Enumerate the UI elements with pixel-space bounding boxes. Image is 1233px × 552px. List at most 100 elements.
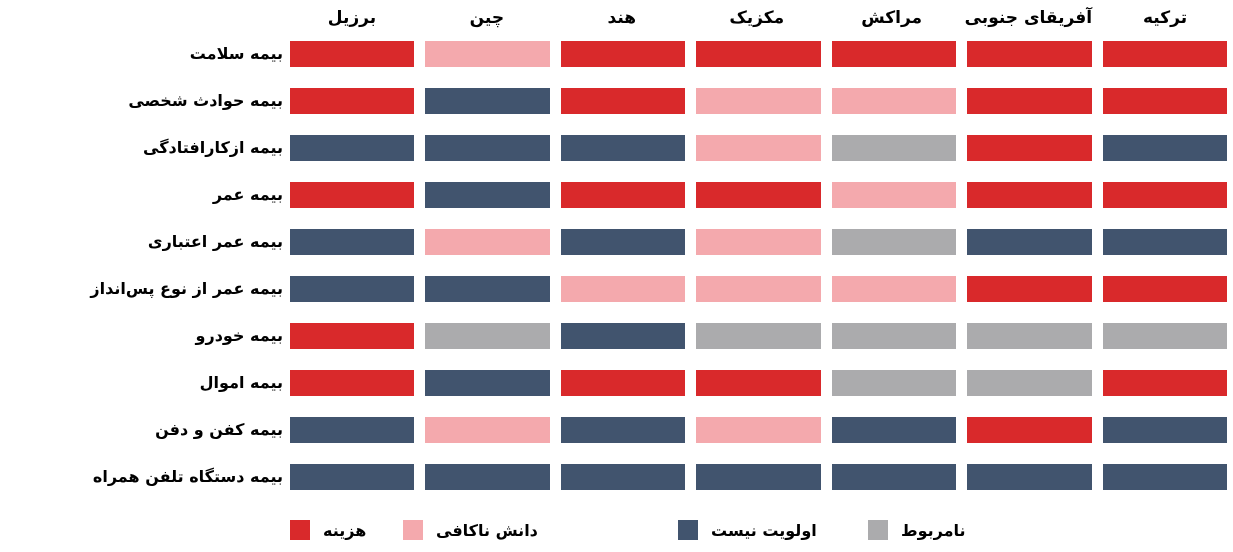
table-row: بیمه ازکارافتادگی	[0, 124, 1233, 171]
heatmap-cell	[425, 181, 550, 208]
heatmap-cell	[696, 87, 821, 114]
column-header-0: برزیل	[327, 8, 377, 28]
heatmap-cell	[560, 40, 686, 67]
row-cells	[283, 275, 1233, 302]
row-cells	[283, 416, 1233, 443]
table-row: بیمه دستگاه تلفن همراه	[0, 453, 1233, 500]
heatmap-cell	[831, 369, 957, 396]
column-header-3: مکزیک	[729, 8, 785, 28]
column-header-4: مراکش	[861, 8, 923, 28]
heatmap-cell	[967, 275, 1092, 302]
heatmap-cell	[560, 87, 686, 114]
heatmap-cell	[425, 87, 550, 114]
row-cells	[283, 369, 1233, 396]
row-label: بیمه حوادث شخصی	[128, 90, 283, 110]
heatmap-cell	[560, 463, 686, 490]
table-row: بیمه عمر از نوع پس‌انداز	[0, 265, 1233, 312]
legend: هزینه دانش ناکافی اولویت نیست نامربوط	[0, 514, 1233, 546]
heatmap-cell	[967, 369, 1092, 396]
heatmap-cell	[560, 416, 686, 443]
row-cells	[283, 134, 1233, 161]
heatmap-cell	[425, 369, 550, 396]
legend-item-1: دانش ناکافی	[403, 518, 538, 542]
heatmap-cell	[967, 416, 1092, 443]
heatmap-cell	[290, 228, 415, 255]
heatmap-cell	[560, 181, 686, 208]
heatmap-cell	[290, 463, 415, 490]
heatmap-cell	[290, 275, 415, 302]
row-cells	[283, 228, 1233, 255]
row-label: بیمه دستگاه تلفن همراه	[92, 466, 283, 486]
heatmap-cell	[967, 181, 1092, 208]
legend-item-3: نامربوط	[868, 518, 966, 542]
heatmap-cell	[560, 275, 686, 302]
heatmap-cell	[967, 134, 1092, 161]
heatmap-cell	[290, 40, 415, 67]
heatmap-cell	[290, 87, 415, 114]
heatmap-cell	[831, 87, 957, 114]
legend-swatch	[290, 520, 310, 540]
heatmap-cell	[1102, 181, 1227, 208]
legend-label: هزینه	[323, 520, 367, 540]
heatmap-cell	[560, 322, 686, 349]
heatmap-cell	[425, 322, 550, 349]
heatmap-cell	[1102, 369, 1227, 396]
row-cells	[283, 87, 1233, 114]
heatmap-cell	[696, 40, 821, 67]
heatmap-cell	[290, 416, 415, 443]
heatmap-cell	[967, 87, 1092, 114]
row-label: بیمه عمر	[212, 184, 283, 204]
heatmap-cell	[696, 134, 821, 161]
table-row: بیمه کفن و دفن	[0, 406, 1233, 453]
table-row: بیمه حوادث شخصی	[0, 77, 1233, 124]
row-cells	[283, 40, 1233, 67]
row-label: بیمه سلامت	[189, 43, 283, 63]
legend-item-2: اولویت نیست	[678, 518, 817, 542]
heatmap-cell	[696, 181, 821, 208]
column-header-5: آفریقای جنوبی	[964, 8, 1093, 28]
table-row: بیمه عمر	[0, 171, 1233, 218]
heatmap-cell	[290, 134, 415, 161]
legend-label: اولویت نیست	[711, 520, 817, 540]
heatmap-cell	[967, 322, 1092, 349]
column-header-6: ترکیه	[1142, 8, 1188, 28]
heatmap-cell	[831, 275, 957, 302]
heatmap-cell	[1102, 228, 1227, 255]
row-label: بیمه خودرو	[195, 325, 283, 345]
heatmap-cell	[290, 369, 415, 396]
table-row: بیمه اموال	[0, 359, 1233, 406]
row-cells	[283, 322, 1233, 349]
column-header-row: برزیل چین هند مکزیک مراکش آفریقای جنوبی ترکیه	[0, 0, 1233, 30]
heatmap-cell	[1102, 87, 1227, 114]
legend-swatch	[403, 520, 423, 540]
column-headers: برزیل چین هند مکزیک مراکش آفریقای جنوبی ترکیه	[283, 8, 1233, 30]
legend-swatch	[868, 520, 888, 540]
row-label: بیمه عمر از نوع پس‌انداز	[90, 278, 283, 298]
heatmap-cell	[831, 463, 957, 490]
legend-swatch	[678, 520, 698, 540]
heatmap-cell	[560, 228, 686, 255]
heatmap-cell	[290, 181, 415, 208]
row-label: بیمه ازکارافتادگی	[143, 137, 283, 157]
heatmap-cell	[831, 40, 957, 67]
column-header-1: چین	[469, 8, 505, 28]
heatmap-cell	[1102, 134, 1227, 161]
heatmap-cell	[831, 181, 957, 208]
heatmap-cell	[1102, 322, 1227, 349]
column-header-2: هند	[607, 8, 637, 28]
heatmap-cell	[967, 40, 1092, 67]
heatmap-cell	[696, 416, 821, 443]
row-label: بیمه کفن و دفن	[155, 419, 283, 439]
heatmap-grid: بیمه سلامت بیمه حوادث شخصی بیمه ازکارافتاد…	[0, 30, 1233, 500]
row-cells	[283, 181, 1233, 208]
table-row: بیمه خودرو	[0, 312, 1233, 359]
row-cells	[283, 463, 1233, 490]
table-row: بیمه عمر اعتباری	[0, 218, 1233, 265]
legend-label: دانش ناکافی	[436, 520, 538, 540]
row-label: بیمه اموال	[199, 372, 283, 392]
heatmap-cell	[831, 134, 957, 161]
heatmap-cell	[425, 40, 550, 67]
heatmap-cell	[1102, 275, 1227, 302]
heatmap-cell	[560, 134, 686, 161]
heatmap-cell	[560, 369, 686, 396]
